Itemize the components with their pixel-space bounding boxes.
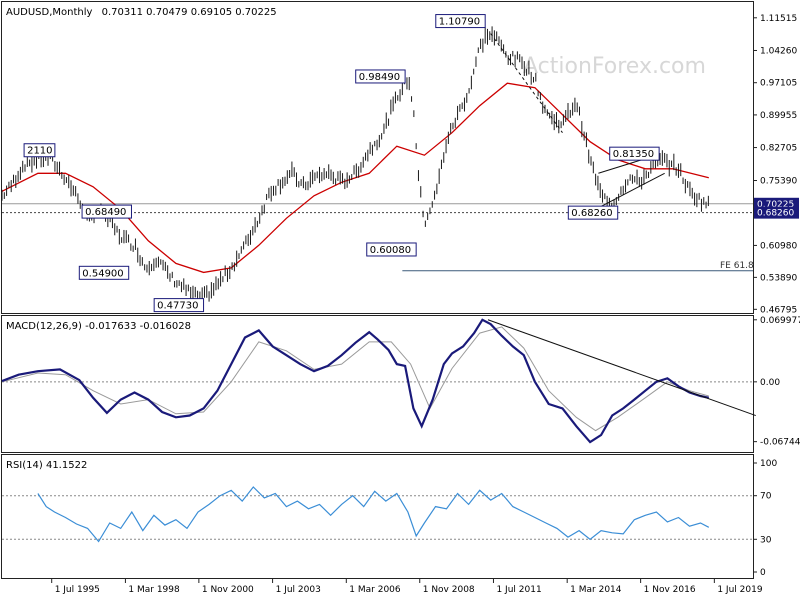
macd-title: MACD(12,26,9) -0.017633 -0.016028: [6, 321, 191, 332]
x-tick-label: 1 Nov 2000: [202, 585, 254, 595]
chart-title: AUDUSD,Monthly 0.70311 0.70479 0.69105 0…: [6, 7, 277, 18]
price-plot: FE 61.8 1.10790 0.98490 0.81350 0.68260 0.600…: [1, 14, 754, 313]
macd-y-tick-label: -0.067448: [760, 438, 800, 448]
price-trendline: [490, 33, 563, 134]
axes: 1.11515 1.04260 0.97105 0.89955 0.82705 0.753…: [51, 14, 800, 595]
price-label-box: [609, 146, 660, 161]
price-label-box: [435, 14, 486, 29]
x-tick-label: 1 Jul 2019: [717, 585, 762, 595]
x-tick-label: 1 Nov 2008: [423, 585, 475, 595]
rsi-plot: [2, 486, 753, 543]
last-price-label: 0.70225: [757, 200, 794, 210]
price-label-box: [355, 69, 406, 84]
macd-y-tick-label: 0.069977: [760, 316, 800, 326]
price-label: 0.98490: [359, 72, 400, 83]
price-y-tick-label: 0.82705: [760, 144, 797, 154]
macd-panel-frame: [1, 315, 754, 453]
chart-ohlc: 0.70311 0.70479 0.69105 0.70225: [102, 7, 277, 18]
x-tick-label: 1 Jul 2003: [276, 585, 321, 595]
fe-61-8-label: FE 61.8: [720, 261, 754, 271]
price-label-box: [78, 265, 130, 280]
chart-symbol: AUDUSD,Monthly: [6, 7, 93, 18]
watermark: ActionForex.com: [523, 54, 706, 79]
support-level-box: [754, 206, 799, 219]
rsi-y-tick-label: 100: [760, 459, 777, 469]
price-label-box: [23, 143, 56, 158]
price-label: 0.60080: [370, 245, 411, 256]
price-y-tick-label: 1.04260: [760, 46, 797, 56]
price-trendline: [595, 172, 665, 210]
support-level-label: 0.68260: [757, 209, 794, 219]
x-tick-label: 1 Mar 2006: [349, 585, 401, 595]
price-label-box: [153, 298, 205, 313]
price-y-tick-label: 1.11515: [760, 14, 797, 24]
x-tick-label: 1 Mar 1998: [128, 585, 180, 595]
price-label: 0.81350: [613, 149, 654, 160]
price-y-tick-label: 0.53890: [760, 273, 797, 283]
price-label: 2110: [27, 146, 52, 157]
macd-trendline: [487, 319, 756, 417]
rsi-title: RSI(14) 41.1522: [6, 460, 87, 471]
macd-line: [1, 318, 710, 444]
price-y-tick-label: 0.89955: [760, 111, 797, 121]
rsi-y-tick-label: 0: [760, 568, 766, 578]
rsi-line: [37, 486, 710, 543]
x-tick-label: 1 Mar 2014: [570, 585, 622, 595]
price-y-tick-label: 0.97105: [760, 79, 797, 89]
price-label: 0.47730: [157, 301, 198, 312]
macd-signal-line: [1, 326, 709, 432]
price-label: 0.68260: [571, 208, 612, 219]
price-y-tick-label: 0.75390: [760, 177, 797, 187]
price-label: 0.68490: [85, 207, 126, 218]
rsi-y-tick-label: 30: [760, 535, 772, 545]
rsi-y-tick-label: 70: [760, 492, 772, 502]
macd-y-tick-label: 0.00: [760, 378, 780, 388]
price-label-box: [366, 242, 417, 257]
x-tick-label: 1 Jul 1995: [55, 585, 100, 595]
x-tick-label: 1 Nov 2016: [644, 585, 696, 595]
price-label-box: [567, 205, 619, 220]
price-y-tick-label: 0.60980: [760, 241, 797, 251]
price-label: 1.10790: [439, 17, 480, 28]
x-tick-label: 1 Jul 2011: [496, 585, 541, 595]
price-y-tick-label: 0.46795: [760, 305, 797, 315]
rsi-panel-frame: [1, 454, 754, 579]
macd-plot: [1, 318, 756, 444]
price-label-box: [81, 204, 132, 219]
price-label: 0.54900: [82, 268, 123, 279]
